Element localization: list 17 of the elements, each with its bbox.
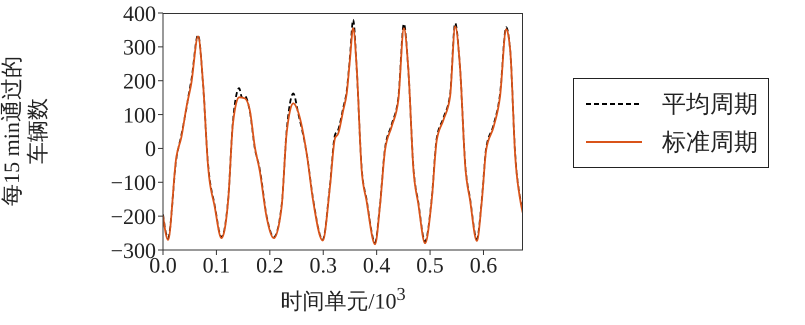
x-tick-label: 0.2 (256, 252, 284, 278)
y-tick-label: 100 (123, 102, 156, 128)
x-tick-label: 0.5 (416, 252, 444, 278)
y-tick-label: −200 (110, 204, 156, 229)
y-tick-label: 400 (123, 0, 156, 26)
x-axis-title: 时间单元/10$^{3}$ (279, 284, 407, 316)
x-tick-label: 0.3 (309, 252, 337, 278)
y-tick-label: 300 (123, 34, 156, 60)
y-tick-label: 200 (123, 68, 156, 94)
x-tick-label: 0.1 (202, 252, 230, 278)
y-tick-label: −100 (110, 170, 156, 196)
legend-label: 标准周期 (662, 129, 758, 158)
y-axis-title: 每15 min通过的车辆数 (0, 55, 51, 208)
y-tick-label: 0 (145, 136, 156, 162)
x-tick-label: 0.6 (470, 252, 498, 278)
legend-label: 平均周期 (662, 91, 758, 120)
x-tick-label: 0.4 (362, 252, 390, 278)
